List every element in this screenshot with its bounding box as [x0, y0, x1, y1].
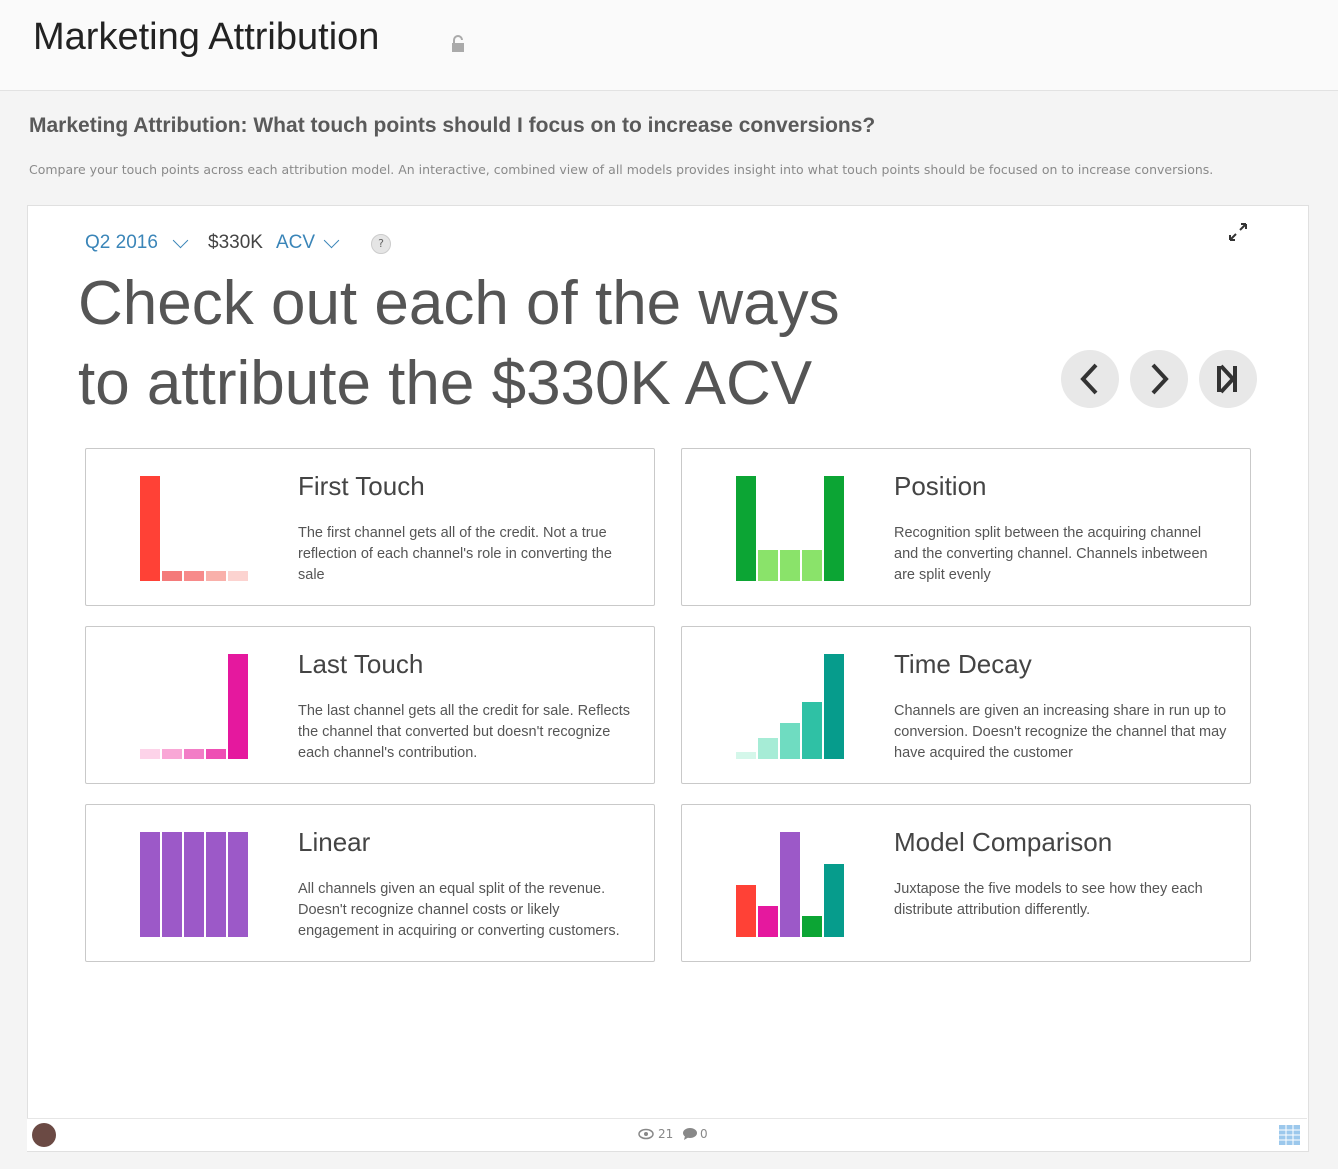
icon-bar — [736, 476, 756, 581]
card-description: The last channel gets all the credit for… — [298, 703, 631, 761]
period-dropdown[interactable]: Q2 2016 — [85, 232, 158, 253]
icon-bar — [228, 654, 248, 759]
model-card[interactable]: Time Decay Channels are given an increasi… — [681, 626, 1251, 784]
card-title: Last Touch — [298, 649, 424, 679]
icon-bar — [780, 550, 800, 581]
model-icon — [140, 654, 248, 759]
last-button[interactable] — [1199, 350, 1257, 408]
icon-bar — [184, 749, 204, 759]
icon-bar — [228, 832, 248, 937]
icon-bar — [140, 749, 160, 759]
card-title: First Touch — [298, 471, 425, 501]
icon-bar — [802, 550, 822, 581]
icon-bar — [206, 749, 226, 759]
icon-bar — [758, 550, 778, 581]
page-title: Marketing Attribution: What touch points… — [29, 114, 876, 137]
card-title: Position — [894, 471, 987, 501]
icon-bar — [162, 749, 182, 759]
model-card[interactable]: First Touch The first channel gets all of… — [85, 448, 655, 606]
model-icon — [736, 654, 844, 759]
comments-count: 0 — [700, 1127, 708, 1141]
card-description: All channels given an equal split of the… — [298, 881, 620, 939]
icon-bar — [780, 723, 800, 759]
model-icon — [140, 832, 248, 937]
icon-bar — [802, 702, 822, 759]
model-card[interactable]: Model Comparison Juxtapose the five model… — [681, 804, 1251, 962]
icon-bar — [736, 752, 756, 759]
icon-bar — [824, 654, 844, 759]
icon-bar — [184, 832, 204, 937]
card-title: Linear — [298, 827, 371, 857]
card-description: Recognition split between the acquiring … — [894, 525, 1208, 583]
header-title: Marketing Attribution — [33, 16, 380, 58]
card-description: Channels are given an increasing share i… — [894, 703, 1227, 761]
icon-bar — [206, 832, 226, 937]
help-button[interactable]: ? — [371, 234, 391, 254]
views-icon — [638, 1128, 654, 1140]
icon-bar — [758, 906, 778, 937]
avatar[interactable] — [32, 1123, 56, 1147]
icon-bar — [162, 571, 182, 581]
icon-bar — [824, 476, 844, 581]
model-icon — [736, 476, 844, 581]
icon-bar — [758, 738, 778, 759]
views-count: 21 — [658, 1127, 674, 1141]
icon-bar — [736, 885, 756, 937]
icon-bar — [802, 916, 822, 937]
icon-bar — [184, 571, 204, 581]
comments-icon — [683, 1128, 697, 1140]
model-card[interactable]: Position Recognition split between the ac… — [681, 448, 1251, 606]
icon-bar — [140, 832, 160, 937]
next-button[interactable] — [1130, 350, 1188, 408]
expand-icon[interactable] — [1228, 222, 1248, 242]
model-card[interactable]: Linear All channels given an equal split … — [85, 804, 655, 962]
table-icon[interactable] — [1279, 1125, 1300, 1145]
headline: to attribute the $330K ACV — [78, 349, 813, 418]
footer — [27, 1118, 1307, 1151]
model-icon — [736, 832, 844, 937]
metric-dropdown[interactable]: ACV — [276, 232, 316, 253]
card-title: Model Comparison — [894, 827, 1113, 857]
lock-icon[interactable] — [451, 35, 465, 53]
icon-bar — [162, 832, 182, 937]
icon-bar — [206, 571, 226, 581]
card-description: The first channel gets all of the credit… — [298, 525, 612, 583]
icon-bar — [824, 864, 844, 937]
headline: Check out each of the ways — [78, 269, 840, 338]
icon-bar — [228, 571, 248, 581]
icon-bar — [780, 832, 800, 937]
card-title: Time Decay — [894, 649, 1032, 679]
model-card[interactable]: Last Touch The last channel gets all the … — [85, 626, 655, 784]
model-icon — [140, 476, 248, 581]
page-description: Compare your touch points across each at… — [29, 162, 1214, 177]
icon-bar — [140, 476, 160, 581]
amount: $330K — [208, 232, 263, 253]
card-description: Juxtapose the five models to see how the… — [894, 881, 1203, 918]
prev-button[interactable] — [1061, 350, 1119, 408]
header — [0, 0, 1338, 91]
